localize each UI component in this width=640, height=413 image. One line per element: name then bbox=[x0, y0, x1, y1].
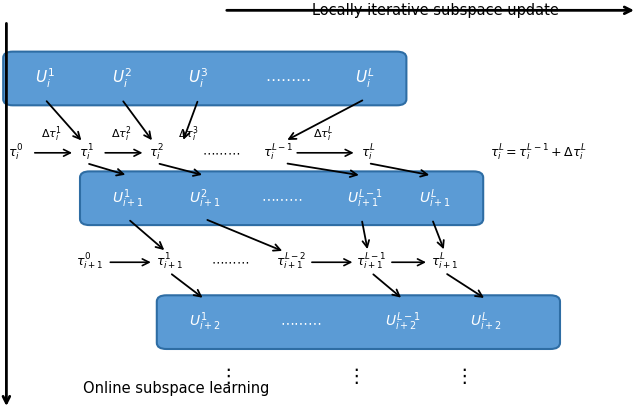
Text: $\tau_i^0$: $\tau_i^0$ bbox=[8, 142, 24, 163]
Text: $U_{i+1}^{L-1}$: $U_{i+1}^{L-1}$ bbox=[347, 187, 383, 209]
Text: $\Delta\tau_i^L$: $\Delta\tau_i^L$ bbox=[313, 124, 333, 144]
Text: $\cdots\cdots\cdots$: $\cdots\cdots\cdots$ bbox=[265, 71, 311, 86]
Text: $U_{i+2}^L$: $U_{i+2}^L$ bbox=[470, 311, 502, 333]
Text: $\tau_i^L$: $\tau_i^L$ bbox=[361, 142, 375, 163]
Text: $\tau_i^2$: $\tau_i^2$ bbox=[150, 142, 164, 163]
Text: $U_i^L$: $U_i^L$ bbox=[355, 67, 374, 90]
Text: $\tau_i^1$: $\tau_i^1$ bbox=[79, 142, 94, 163]
Text: $U_{i+2}^{L-1}$: $U_{i+2}^{L-1}$ bbox=[385, 311, 421, 333]
Text: Locally iterative subspace update: Locally iterative subspace update bbox=[312, 3, 559, 18]
Text: $\cdots\cdots\cdots$: $\cdots\cdots\cdots$ bbox=[211, 256, 250, 269]
Text: $U_i^2$: $U_i^2$ bbox=[111, 67, 132, 90]
Text: $\Delta\tau_i^2$: $\Delta\tau_i^2$ bbox=[111, 124, 132, 144]
FancyBboxPatch shape bbox=[3, 52, 406, 105]
Text: $U_{i+1}^1$: $U_{i+1}^1$ bbox=[112, 187, 144, 209]
Text: $\tau_i^L = \tau_i^{L-1} + \Delta\tau_i^L$: $\tau_i^L = \tau_i^{L-1} + \Delta\tau_i^… bbox=[490, 142, 586, 163]
Text: $\tau_{i+1}^L$: $\tau_{i+1}^L$ bbox=[431, 252, 458, 273]
Text: Online subspace learning: Online subspace learning bbox=[83, 382, 269, 396]
Text: $U_i^3$: $U_i^3$ bbox=[188, 67, 209, 90]
Text: $\cdots\cdots\cdots$: $\cdots\cdots\cdots$ bbox=[280, 315, 322, 329]
Text: $\vdots$: $\vdots$ bbox=[218, 366, 230, 386]
Text: $\vdots$: $\vdots$ bbox=[454, 366, 467, 386]
Text: $U_{i+1}^L$: $U_{i+1}^L$ bbox=[419, 187, 451, 209]
Text: $\tau_{i+1}^0$: $\tau_{i+1}^0$ bbox=[76, 252, 103, 273]
Text: $\cdots\cdots\cdots$: $\cdots\cdots\cdots$ bbox=[202, 146, 240, 159]
Text: $\tau_{i+1}^{L-2}$: $\tau_{i+1}^{L-2}$ bbox=[276, 252, 307, 273]
Text: $\Delta\tau_i^1$: $\Delta\tau_i^1$ bbox=[41, 124, 61, 144]
Text: $\tau_{i+1}^1$: $\tau_{i+1}^1$ bbox=[156, 252, 183, 273]
Text: $\tau_i^{L-1}$: $\tau_i^{L-1}$ bbox=[263, 142, 294, 163]
Text: $\cdots\cdots\cdots$: $\cdots\cdots\cdots$ bbox=[260, 191, 303, 205]
FancyBboxPatch shape bbox=[157, 295, 560, 349]
Text: $U_i^1$: $U_i^1$ bbox=[35, 67, 55, 90]
Text: $\Delta\tau_i^3$: $\Delta\tau_i^3$ bbox=[179, 124, 199, 144]
Text: $\vdots$: $\vdots$ bbox=[346, 366, 358, 386]
Text: $\tau_{i+1}^{L-1}$: $\tau_{i+1}^{L-1}$ bbox=[356, 252, 387, 273]
FancyBboxPatch shape bbox=[80, 171, 483, 225]
Text: $U_{i+1}^2$: $U_{i+1}^2$ bbox=[189, 187, 221, 209]
Text: $U_{i+2}^1$: $U_{i+2}^1$ bbox=[189, 311, 221, 333]
